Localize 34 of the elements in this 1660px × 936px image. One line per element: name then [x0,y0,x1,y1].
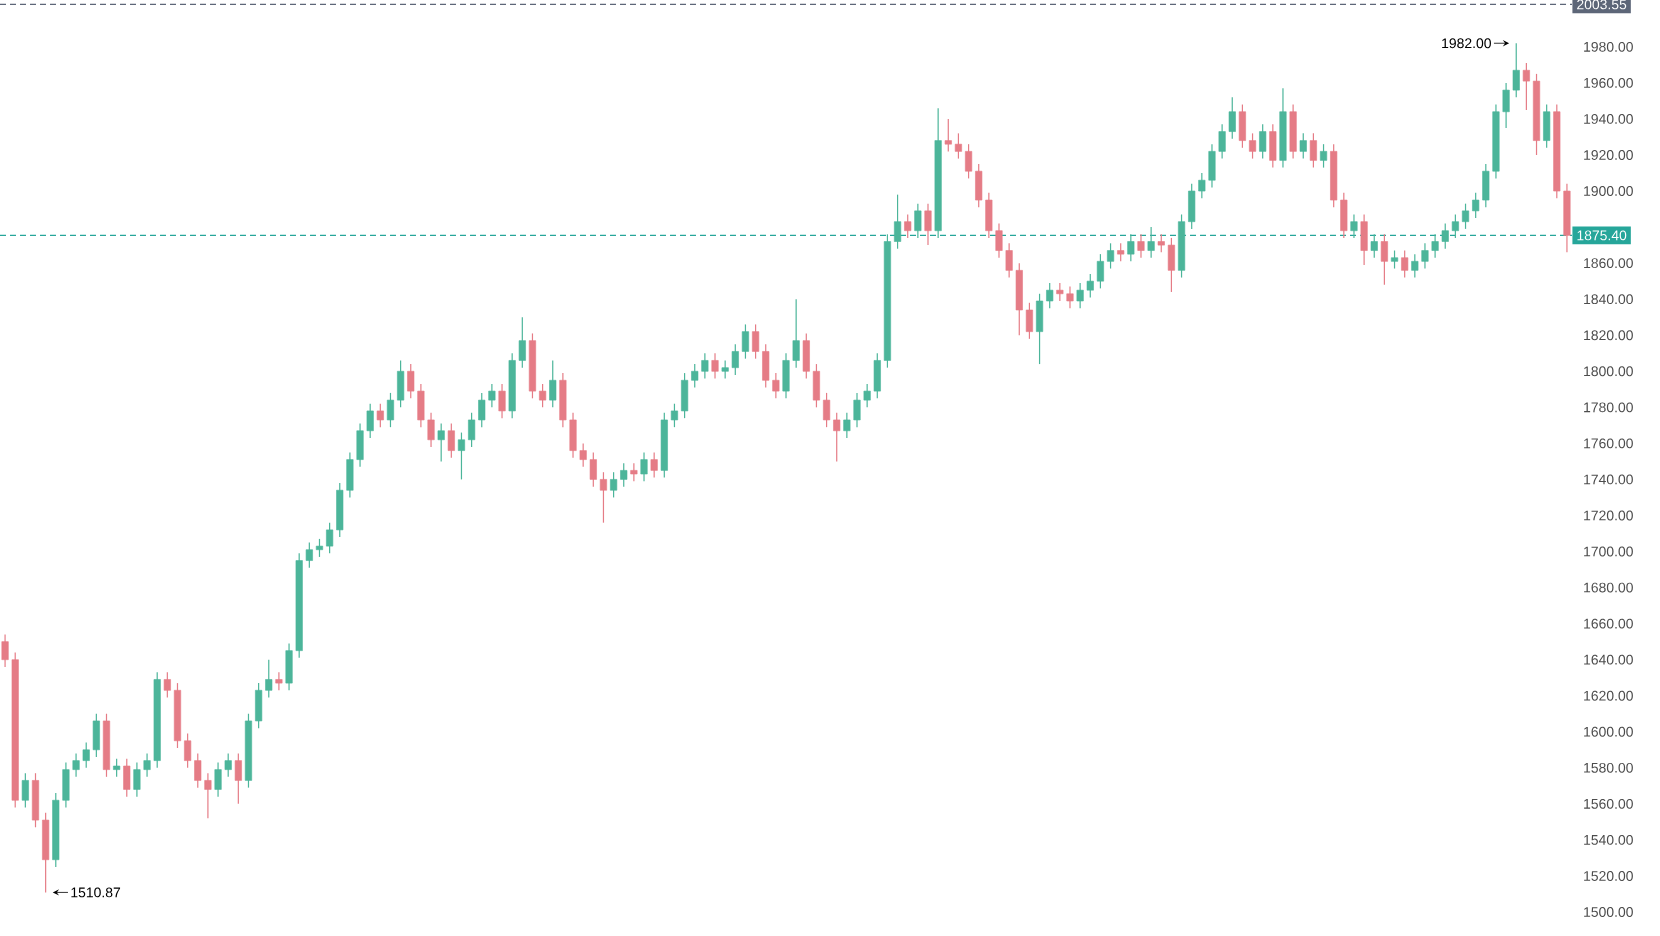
candlestick [21,772,29,809]
candlestick [1360,213,1368,266]
candlestick [630,462,638,482]
candlestick [1117,242,1125,262]
candlestick [1401,249,1409,279]
candlestick [640,451,648,482]
candlestick [650,451,658,479]
candlestick [1289,103,1297,160]
candlestick [914,203,922,239]
candlestick [275,671,283,691]
candlestick [1127,233,1135,262]
candlestick [1543,103,1551,149]
candlestick [1350,213,1358,239]
candlestick [1299,132,1307,160]
candlestick [1259,123,1267,160]
candlestick [1370,233,1378,259]
candlestick [1147,226,1155,259]
candlestick [1137,233,1145,259]
candlestick [1320,143,1328,169]
candlestick [711,352,719,380]
candlestick [437,422,445,462]
candlestick [924,203,932,246]
candlestick [1380,233,1388,286]
candlestick [549,359,557,408]
candlestick [234,752,242,805]
candlestick [113,758,121,778]
candlestick [904,213,912,239]
candlestick [123,758,131,798]
candlestick [1390,249,1399,270]
candlestick [376,403,384,428]
candlestick [447,422,455,459]
candlestick [498,383,506,419]
candlestick [1309,132,1317,169]
candlestick [1269,123,1277,169]
